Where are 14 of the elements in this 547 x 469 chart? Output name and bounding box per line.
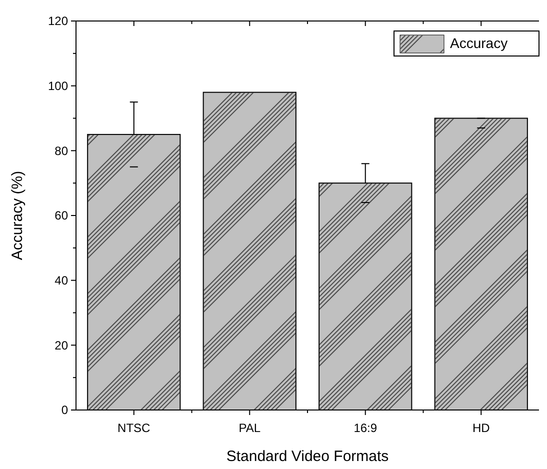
y-tick-label: 20 xyxy=(54,338,68,352)
legend-label: Accuracy xyxy=(450,35,508,51)
y-tick-label: 100 xyxy=(48,79,68,94)
y-axis-title: Accuracy (%) xyxy=(9,170,26,260)
x-tick-label: PAL xyxy=(238,421,261,435)
y-tick-label: 80 xyxy=(54,144,68,158)
y-tick-label: 120 xyxy=(48,14,68,28)
x-tick-label: 16:9 xyxy=(354,421,378,435)
y-tick-label: 0 xyxy=(61,403,68,418)
y-tick-label: 60 xyxy=(54,208,68,223)
x-tick-label: NTSC xyxy=(118,421,151,435)
x-axis-title: Standard Video Formats xyxy=(226,448,389,465)
x-tick-label: HD xyxy=(472,421,490,435)
y-tick-label: 40 xyxy=(54,274,68,288)
